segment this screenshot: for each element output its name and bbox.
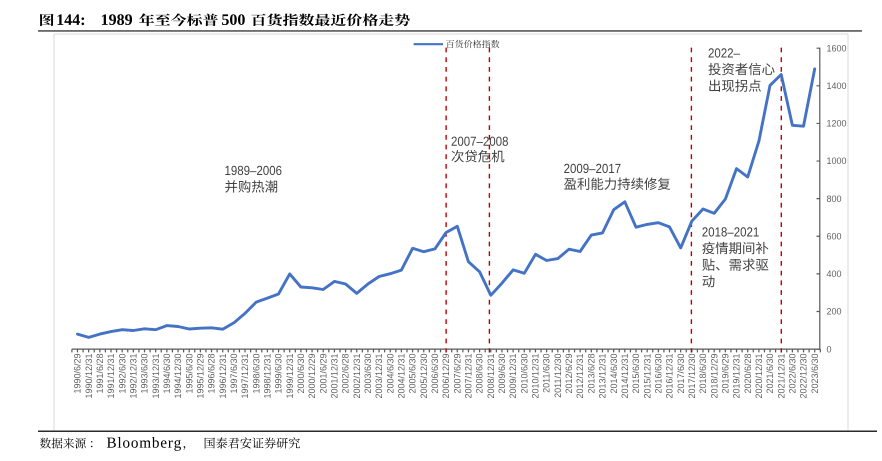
svg-text:2015/12/31: 2015/12/31 [642, 354, 652, 399]
svg-text:2018/6/30: 2018/6/30 [698, 354, 708, 394]
svg-text:2006/6/30: 2006/6/30 [430, 354, 440, 394]
svg-text:2014/12/31: 2014/12/31 [620, 354, 630, 399]
svg-text:1995/12/29: 1995/12/29 [196, 354, 206, 399]
svg-text:2008/6/30: 2008/6/30 [475, 354, 485, 394]
svg-text:1996/12/31: 1996/12/31 [218, 354, 228, 399]
svg-text:2021/12/31: 2021/12/31 [776, 354, 786, 399]
svg-text:2012/12/31: 2012/12/31 [575, 354, 585, 399]
svg-text:1992/12/31: 1992/12/31 [128, 354, 138, 399]
svg-text:2001/12/31: 2001/12/31 [330, 354, 340, 399]
svg-text:2023/6/30: 2023/6/30 [810, 354, 820, 394]
svg-text:1200: 1200 [827, 119, 847, 129]
svg-text:2021/6/30: 2021/6/30 [765, 354, 775, 394]
svg-text:1990/12/31: 1990/12/31 [84, 354, 94, 399]
svg-text:2014/6/30: 2014/6/30 [609, 354, 619, 394]
svg-text:1998/12/31: 1998/12/31 [263, 354, 273, 399]
svg-text:2016/6/30: 2016/6/30 [653, 354, 663, 394]
svg-text:1998/6/30: 1998/6/30 [251, 354, 261, 394]
svg-text:2001/6/29: 2001/6/29 [318, 354, 328, 394]
svg-text:1991/6/28: 1991/6/28 [95, 354, 105, 394]
svg-text:2022/12/30: 2022/12/30 [799, 354, 809, 399]
svg-text:2005/6/30: 2005/6/30 [408, 354, 418, 394]
svg-text:2003/6/30: 2003/6/30 [363, 354, 373, 394]
svg-text:1992/6/30: 1992/6/30 [117, 354, 127, 394]
svg-text:2003/12/31: 2003/12/31 [374, 354, 384, 399]
svg-text:2018/12/29: 2018/12/29 [709, 354, 719, 399]
svg-text:2009/12/31: 2009/12/31 [508, 354, 518, 399]
svg-text:200: 200 [827, 307, 842, 317]
svg-text:2002/6/28: 2002/6/28 [341, 354, 351, 394]
svg-text:2000/12/29: 2000/12/29 [307, 354, 317, 399]
svg-text:1400: 1400 [827, 81, 847, 91]
svg-text:1000: 1000 [827, 156, 847, 166]
svg-text:1994/12/30: 1994/12/30 [173, 354, 183, 399]
svg-text:2011/12/30: 2011/12/30 [553, 354, 563, 398]
svg-text:2020/12/31: 2020/12/31 [754, 354, 764, 399]
svg-text:800: 800 [827, 194, 842, 204]
svg-text:1999/6/30: 1999/6/30 [274, 354, 284, 394]
svg-text:0: 0 [827, 344, 832, 354]
svg-text:1994/6/30: 1994/6/30 [162, 354, 172, 394]
svg-text:600: 600 [827, 232, 842, 242]
svg-text:2000/6/30: 2000/6/30 [296, 354, 306, 394]
svg-text:2013/6/28: 2013/6/28 [586, 354, 596, 394]
svg-text:1993/6/30: 1993/6/30 [140, 354, 150, 394]
svg-text:2007/12/31: 2007/12/31 [464, 354, 474, 399]
svg-text:1995/6/30: 1995/6/30 [184, 354, 194, 394]
svg-text:2004/6/30: 2004/6/30 [385, 354, 395, 394]
svg-text:2011/6/30: 2011/6/30 [542, 354, 552, 393]
svg-text:2012/6/29: 2012/6/29 [564, 354, 574, 394]
svg-text:2019/12/31: 2019/12/31 [732, 354, 742, 399]
svg-text:1996/6/28: 1996/6/28 [207, 354, 217, 394]
svg-text:2015/6/30: 2015/6/30 [631, 354, 641, 394]
svg-text:1993/12/31: 1993/12/31 [151, 354, 161, 399]
svg-text:2002/12/31: 2002/12/31 [352, 354, 362, 399]
svg-text:2007/6/29: 2007/6/29 [452, 354, 462, 394]
svg-text:2020/6/28: 2020/6/28 [743, 354, 753, 394]
svg-text:2005/12/30: 2005/12/30 [419, 354, 429, 399]
svg-text:2004/12/31: 2004/12/31 [397, 354, 407, 399]
svg-text:2010/12/31: 2010/12/31 [531, 354, 541, 399]
svg-text:1997/12/31: 1997/12/31 [240, 354, 250, 399]
svg-text:2013/12/31: 2013/12/31 [598, 354, 608, 399]
svg-text:2006/12/29: 2006/12/29 [441, 354, 451, 399]
svg-text:2010/6/30: 2010/6/30 [519, 354, 529, 394]
svg-text:2022/6/30: 2022/6/30 [788, 354, 798, 394]
svg-text:2017/12/30: 2017/12/30 [687, 354, 697, 399]
svg-text:1999/12/31: 1999/12/31 [285, 354, 295, 399]
svg-text:1990/6/29: 1990/6/29 [73, 354, 83, 394]
svg-text:1997/6/30: 1997/6/30 [229, 354, 239, 394]
svg-text:1991/12/31: 1991/12/31 [106, 354, 116, 399]
svg-text:2008/12/31: 2008/12/31 [486, 354, 496, 399]
svg-text:2009/6/30: 2009/6/30 [497, 354, 507, 394]
svg-text:400: 400 [827, 269, 842, 279]
svg-text:2019/6/29: 2019/6/29 [721, 354, 731, 394]
svg-text:2016/12/31: 2016/12/31 [665, 354, 675, 399]
svg-text:2017/6/30: 2017/6/30 [676, 354, 686, 394]
svg-text:1600: 1600 [827, 43, 847, 53]
